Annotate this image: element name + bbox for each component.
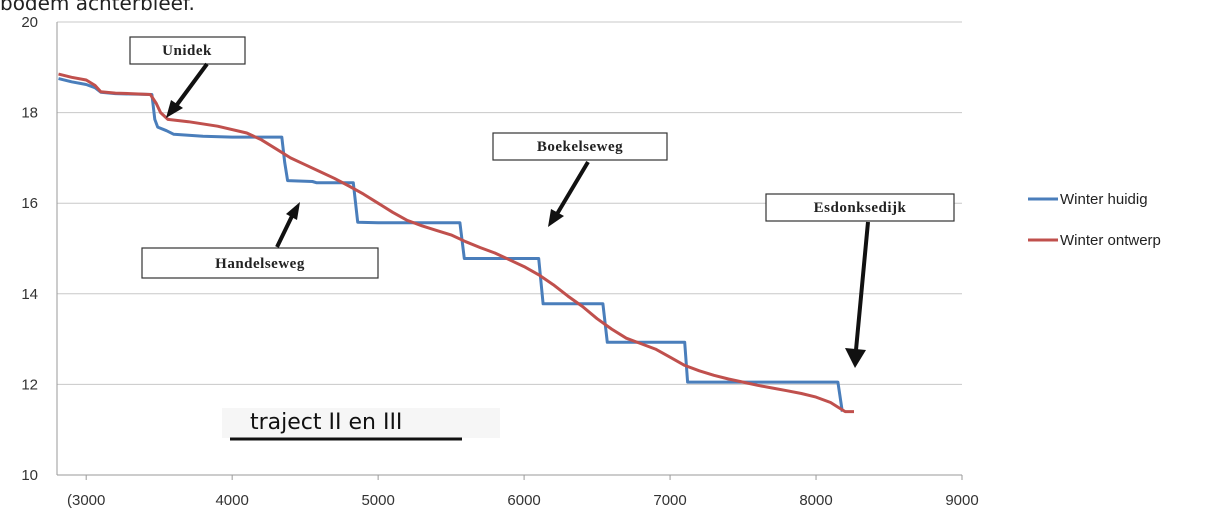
arrow-head <box>845 348 866 368</box>
series-line-winter-huidig <box>58 77 844 412</box>
y-tick-label: 16 <box>21 195 38 212</box>
x-tick-label: 4000 <box>215 492 248 509</box>
y-tick-labels: 10 12 14 16 18 20 <box>21 14 38 484</box>
annotation-box <box>492 132 668 161</box>
annotation-label: Boekelseweg <box>537 139 623 155</box>
overlay-background <box>222 408 500 438</box>
x-tick-label: 9000 <box>945 492 978 509</box>
overlay-trajectory-label: traject II en III <box>222 408 500 441</box>
arrow-head <box>548 209 564 227</box>
arrow-shaft <box>555 160 590 216</box>
y-tick-label: 10 <box>21 467 38 484</box>
y-tick-label: 18 <box>21 105 38 122</box>
annotation-label: Esdonksedijk <box>814 200 907 216</box>
annotation-label: Unidek <box>162 43 212 59</box>
overlay-text: traject II en III <box>250 410 402 435</box>
legend-label-winter-ontwerp: Winter ontwerp <box>1060 232 1161 249</box>
arrow-shaft <box>275 213 295 248</box>
annotation-box <box>765 193 955 222</box>
annotation-unidek: Unidek <box>129 36 246 118</box>
series-line-winter-ontwerp <box>58 72 854 414</box>
x-tick-labels: (3000 4000 5000 6000 7000 8000 9000 <box>67 475 979 509</box>
arrow-shaft <box>174 62 209 108</box>
y-tick-label: 12 <box>21 376 38 393</box>
x-tick-label: 6000 <box>507 492 540 509</box>
axes <box>56 22 962 476</box>
x-tick-label: 5000 <box>361 492 394 509</box>
caption-text-fragment: bodem achterbleef. <box>0 0 195 15</box>
x-tick-label: 8000 <box>799 492 832 509</box>
arrow-head <box>166 100 183 118</box>
annotation-boekelseweg: Boekelseweg <box>492 132 668 227</box>
legend: Winter huidig Winter ontwerp <box>1028 191 1161 249</box>
annotation-box <box>141 247 379 279</box>
annotation-esdonksedijk: Esdonksedijk <box>765 193 955 368</box>
series-lines <box>58 72 854 414</box>
x-tick-label: (3000 <box>67 492 105 509</box>
x-tick-label: 7000 <box>653 492 686 509</box>
arrow-head <box>286 202 300 220</box>
arrow-shaft <box>854 221 870 351</box>
annotation-label: Handelseweg <box>215 256 305 272</box>
y-tick-label: 14 <box>21 286 38 303</box>
legend-label-winter-huidig: Winter huidig <box>1060 191 1148 208</box>
annotation-handelseweg: Handelseweg <box>141 202 379 279</box>
annotation-box <box>129 36 246 65</box>
y-tick-label: 20 <box>21 14 38 31</box>
